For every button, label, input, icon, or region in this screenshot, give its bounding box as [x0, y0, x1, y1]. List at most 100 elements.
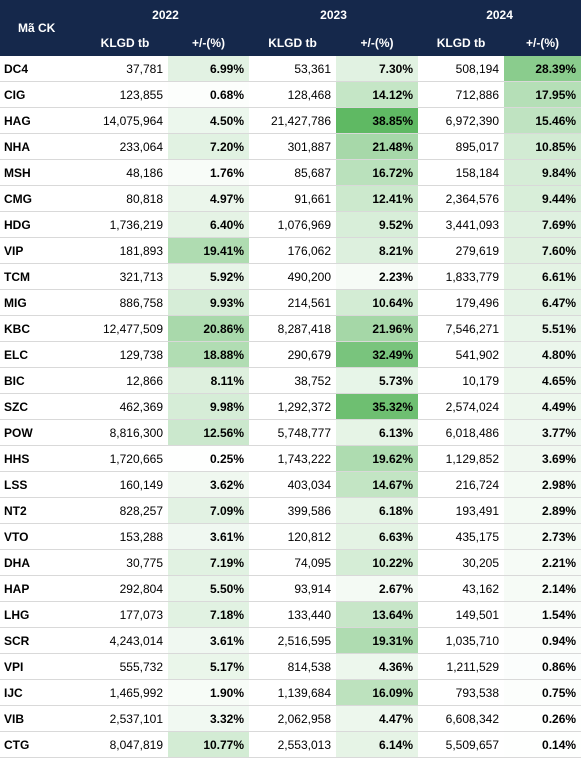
- change-cell: 21.48%: [336, 133, 419, 160]
- volume-cell: 2,553,013: [249, 731, 337, 758]
- volume-cell: 93,914: [249, 575, 337, 602]
- change-cell: 0.14%: [504, 731, 581, 758]
- table-row: BIC 12,866 8.11% 38,752 5.73% 10,179 4.65%: [0, 367, 581, 394]
- table-row: LSS 160,149 3.62% 403,034 14.67% 216,724 2.98%: [0, 471, 581, 498]
- volume-cell: 886,758: [82, 289, 168, 316]
- change-cell: 6.47%: [504, 289, 581, 316]
- year-header-2024: 2024: [418, 0, 581, 30]
- table-row: VIP 181,893 19.41% 176,062 8.21% 279,619 7.60%: [0, 237, 581, 264]
- volume-cell: 1,465,992: [82, 679, 168, 706]
- table-row: LHG 177,073 7.18% 133,440 13.64% 149,501 1.54%: [0, 601, 581, 628]
- change-cell: 6.14%: [336, 731, 419, 758]
- volume-cell: 399,586: [249, 497, 337, 524]
- volume-cell: 2,537,101: [82, 705, 168, 732]
- change-cell: 13.64%: [336, 601, 419, 628]
- volume-header: KLGD tb: [82, 30, 168, 56]
- table-row: HDG 1,736,219 6.40% 1,076,969 9.52% 3,441,093…: [0, 211, 581, 238]
- table-body: DC4 37,781 6.99% 53,361 7.30% 508,194 28.39% CI…: [0, 56, 581, 758]
- change-cell: 2.67%: [336, 575, 419, 602]
- change-cell: 6.63%: [336, 523, 419, 550]
- change-cell: 9.44%: [504, 185, 581, 212]
- volume-cell: 158,184: [418, 159, 505, 186]
- change-cell: 4.36%: [336, 653, 419, 680]
- change-cell: 3.61%: [168, 523, 250, 550]
- ticker-cell: LHG: [0, 601, 82, 628]
- change-cell: 7.60%: [504, 237, 581, 264]
- table-row: HAG 14,075,964 4.50% 21,427,786 38.85% 6,972,…: [0, 107, 581, 134]
- ticker-cell: IJC: [0, 679, 82, 706]
- ticker-cell: NHA: [0, 133, 82, 160]
- change-cell: 7.20%: [168, 133, 250, 160]
- volume-cell: 8,287,418: [249, 315, 337, 342]
- volume-cell: 1,736,219: [82, 211, 168, 238]
- ticker-cell: DHA: [0, 549, 82, 576]
- change-cell: 38.85%: [336, 107, 419, 134]
- change-cell: 4.50%: [168, 107, 250, 134]
- volume-cell: 6,608,342: [418, 705, 505, 732]
- change-cell: 1.54%: [504, 601, 581, 628]
- change-cell: 0.86%: [504, 653, 581, 680]
- volume-cell: 153,288: [82, 523, 168, 550]
- change-cell: 4.97%: [168, 185, 250, 212]
- ticker-cell: VTO: [0, 523, 82, 550]
- table-row: SCR 4,243,014 3.61% 2,516,595 19.31% 1,035,71…: [0, 627, 581, 654]
- volume-cell: 321,713: [82, 263, 168, 290]
- change-cell: 2.23%: [336, 263, 419, 290]
- change-cell: 7.30%: [336, 56, 419, 82]
- table-row: TCM 321,713 5.92% 490,200 2.23% 1,833,779 6.61…: [0, 263, 581, 290]
- change-cell: 10.22%: [336, 549, 419, 576]
- volume-cell: 43,162: [418, 575, 505, 602]
- volume-cell: 214,561: [249, 289, 337, 316]
- volume-cell: 828,257: [82, 497, 168, 524]
- volume-cell: 1,720,665: [82, 445, 168, 472]
- table-row: MIG 886,758 9.93% 214,561 10.64% 179,496 6.47%: [0, 289, 581, 316]
- change-cell: 2.21%: [504, 549, 581, 576]
- volume-cell: 133,440: [249, 601, 337, 628]
- change-cell: 19.31%: [336, 627, 419, 654]
- change-cell: 6.18%: [336, 497, 419, 524]
- change-cell: 8.21%: [336, 237, 419, 264]
- change-cell: 6.99%: [168, 56, 250, 82]
- change-cell: 10.77%: [168, 731, 250, 758]
- ticker-cell: LSS: [0, 471, 82, 498]
- volume-cell: 85,687: [249, 159, 337, 186]
- ticker-cell: HDG: [0, 211, 82, 238]
- volume-cell: 6,018,486: [418, 419, 505, 446]
- ticker-header: Mã CK: [0, 0, 82, 56]
- volume-cell: 38,752: [249, 367, 337, 394]
- volume-cell: 8,816,300: [82, 419, 168, 446]
- volume-cell: 1,211,529: [418, 653, 505, 680]
- volume-cell: 1,743,222: [249, 445, 337, 472]
- ticker-cell: VIP: [0, 237, 82, 264]
- volume-cell: 5,509,657: [418, 731, 505, 758]
- table-row: CIG 123,855 0.68% 128,468 14.12% 712,886 17.95…: [0, 81, 581, 108]
- change-cell: 28.39%: [504, 56, 581, 82]
- table-row: KBC 12,477,509 20.86% 8,287,418 21.96% 7,546,…: [0, 315, 581, 342]
- ticker-cell: POW: [0, 419, 82, 446]
- change-cell: 7.18%: [168, 601, 250, 628]
- volume-cell: 490,200: [249, 263, 337, 290]
- table-row: HHS 1,720,665 0.25% 1,743,222 19.62% 1,129,85…: [0, 445, 581, 472]
- table-row: VTO 153,288 3.61% 120,812 6.63% 435,175 2.73%: [0, 523, 581, 550]
- volume-cell: 30,205: [418, 549, 505, 576]
- volume-cell: 1,833,779: [418, 263, 505, 290]
- volume-cell: 292,804: [82, 575, 168, 602]
- volume-cell: 279,619: [418, 237, 505, 264]
- year-header-2023: 2023: [249, 0, 419, 30]
- ticker-cell: MSH: [0, 159, 82, 186]
- volume-cell: 123,855: [82, 81, 168, 108]
- change-cell: 3.69%: [504, 445, 581, 472]
- change-cell: 14.67%: [336, 471, 419, 498]
- volume-cell: 120,812: [249, 523, 337, 550]
- volume-cell: 80,818: [82, 185, 168, 212]
- change-cell: 5.51%: [504, 315, 581, 342]
- change-cell: 8.11%: [168, 367, 250, 394]
- ticker-cell: CIG: [0, 81, 82, 108]
- change-cell: 2.98%: [504, 471, 581, 498]
- table-row: NHA 233,064 7.20% 301,887 21.48% 895,017 10.85…: [0, 133, 581, 160]
- volume-cell: 793,538: [418, 679, 505, 706]
- change-cell: 17.95%: [504, 81, 581, 108]
- volume-cell: 290,679: [249, 341, 337, 368]
- table-row: MSH 48,186 1.76% 85,687 16.72% 158,184 9.84%: [0, 159, 581, 186]
